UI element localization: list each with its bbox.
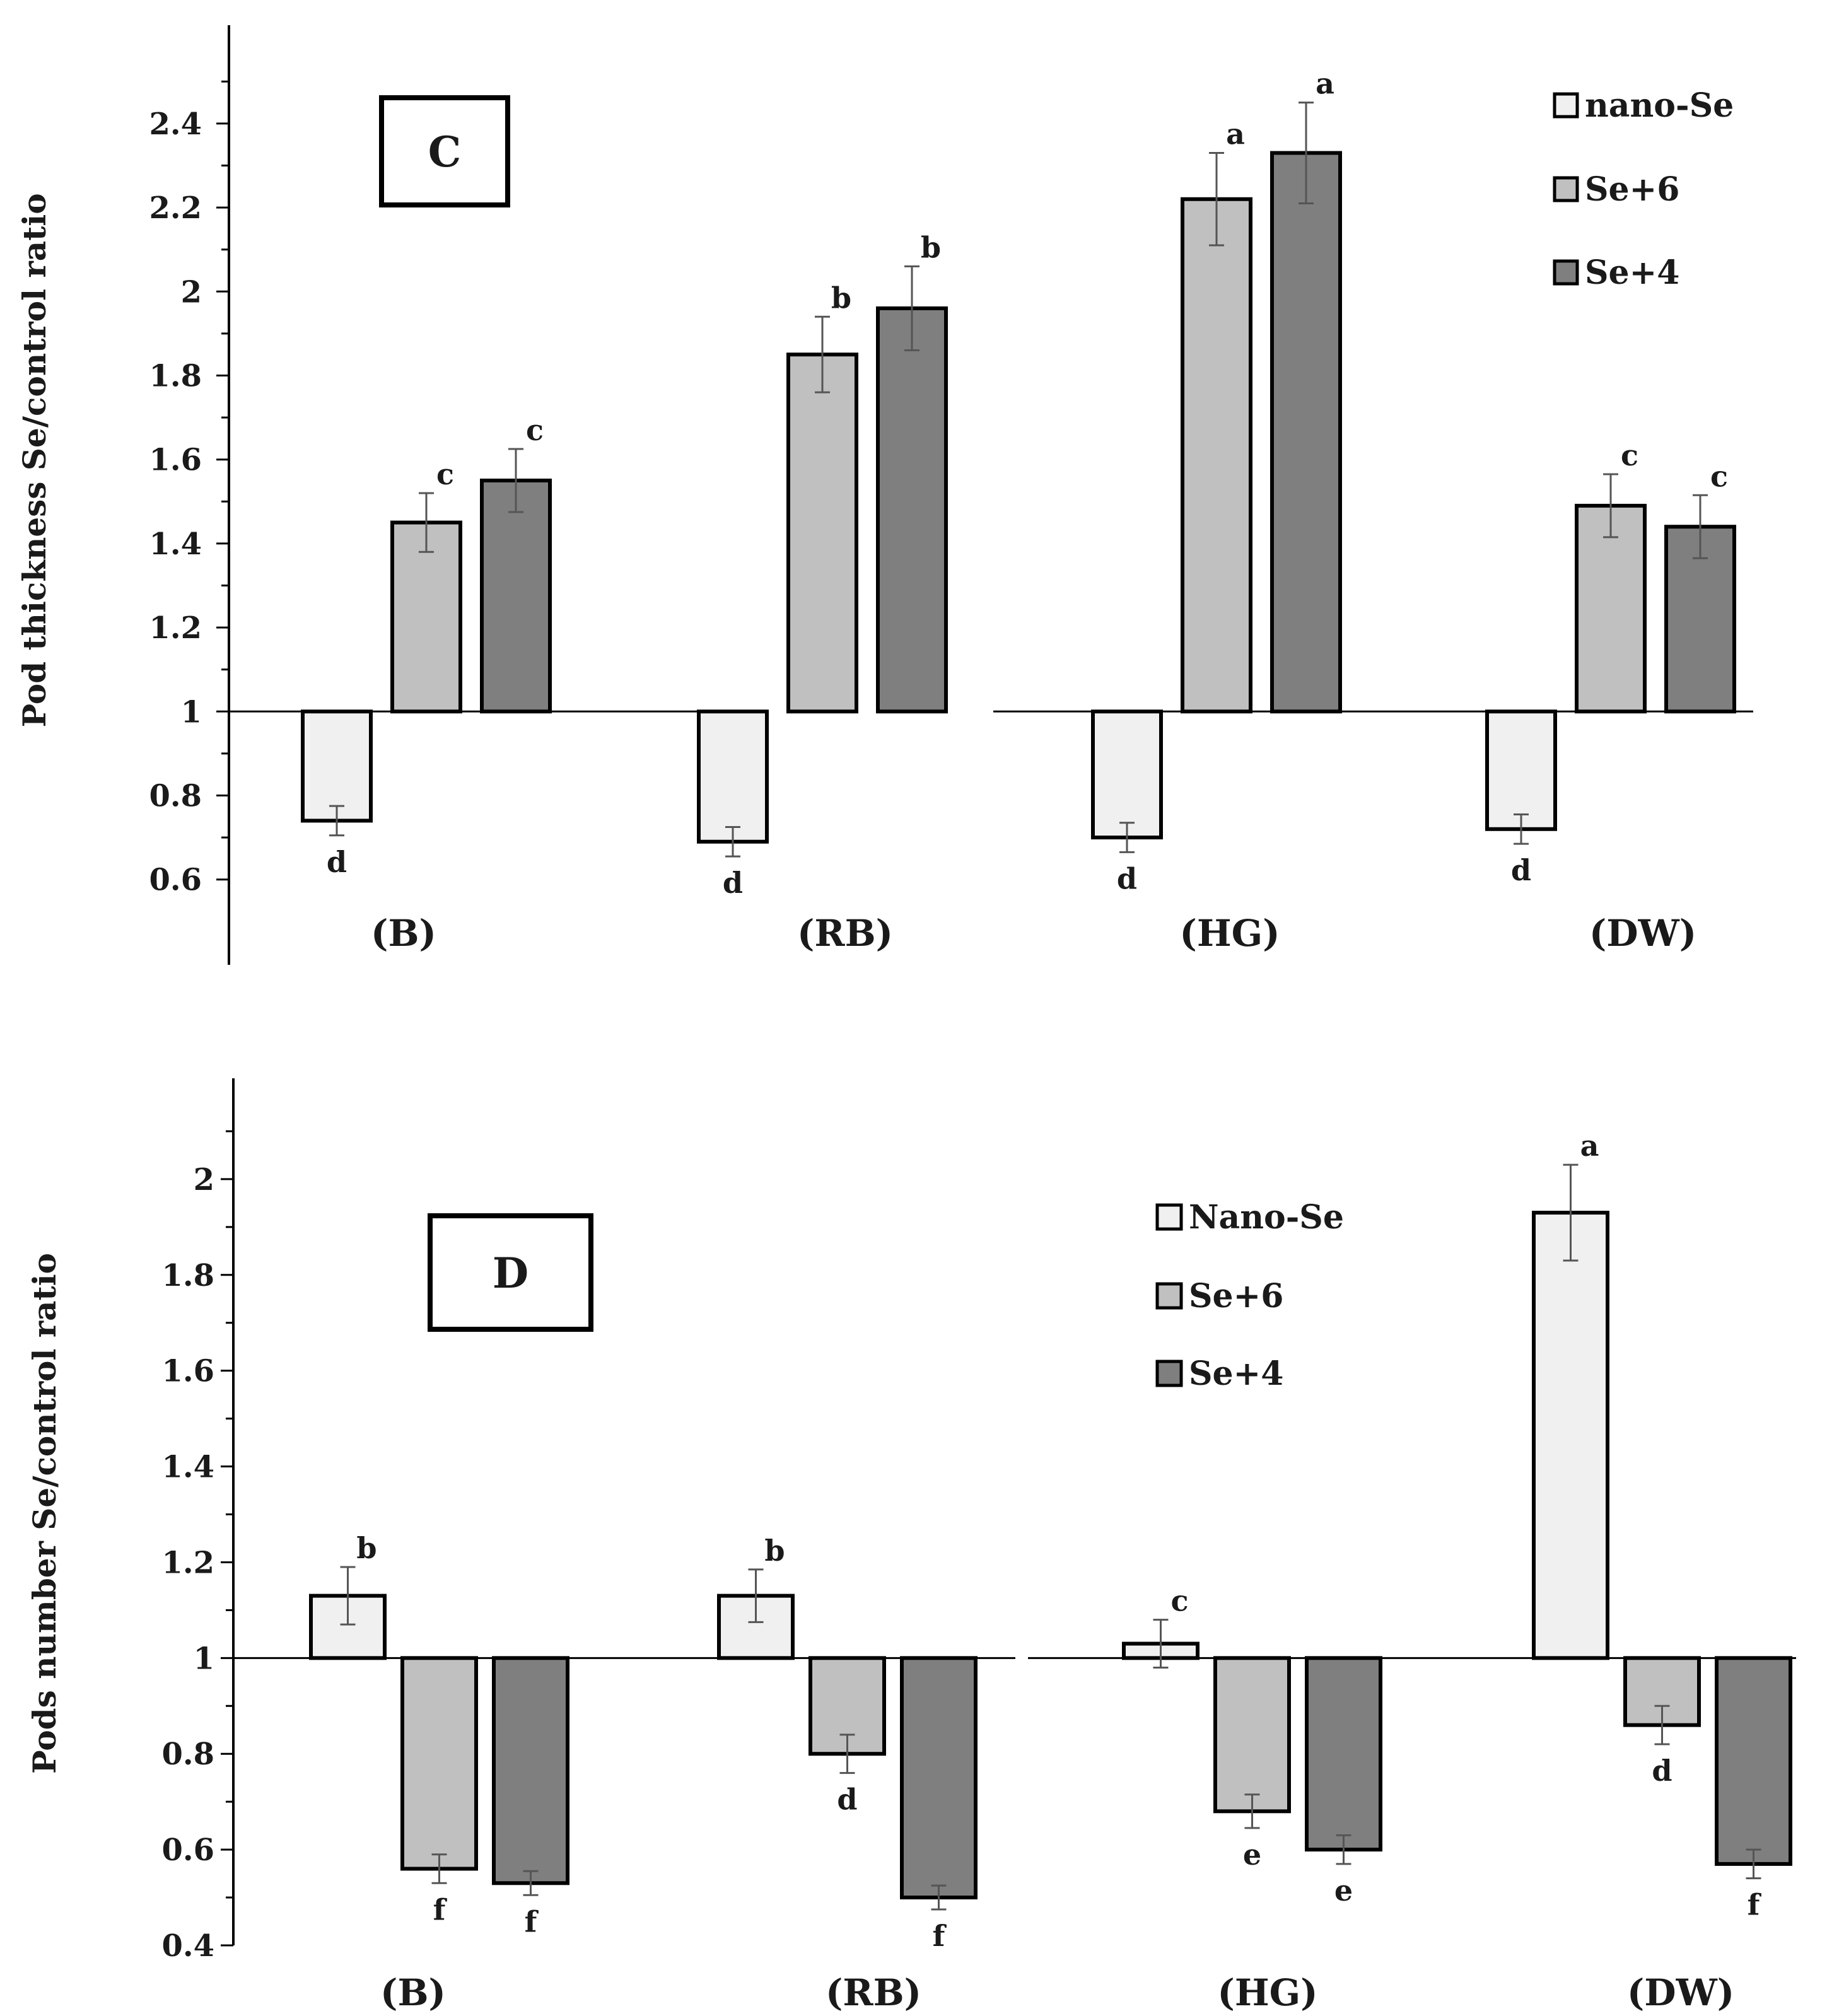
y-tick-label: 1.2 xyxy=(161,1545,214,1580)
significance-letter: d xyxy=(327,845,347,879)
significance-letter: c xyxy=(1621,438,1638,472)
bar-d-se+6-0 xyxy=(400,1656,478,1871)
y-tick-label: 1.8 xyxy=(161,1258,214,1293)
bar-d-se+6-2 xyxy=(1213,1656,1291,1814)
y-tick-label: 0.6 xyxy=(161,1832,214,1868)
significance-letter: b xyxy=(764,1534,785,1568)
bar-d-se+4-3 xyxy=(1715,1656,1792,1866)
y-tick-label: 1.4 xyxy=(149,527,202,562)
panel-label: C xyxy=(428,127,462,177)
bar-c-se+4-1 xyxy=(876,306,948,714)
bar-c-nano-se-0 xyxy=(301,709,373,823)
legend-label: Nano-Se xyxy=(1189,1198,1344,1237)
legend-label: Se+4 xyxy=(1189,1355,1283,1393)
significance-letter: b xyxy=(356,1531,376,1565)
category-label: (B) xyxy=(380,1971,446,2014)
significance-letter: d xyxy=(1117,861,1137,895)
category-label: (DW) xyxy=(1589,912,1696,955)
y-tick-label: 0.6 xyxy=(149,863,202,898)
significance-letter: d xyxy=(837,1783,857,1817)
y-tick-label: 1 xyxy=(194,1641,214,1676)
significance-letter: e xyxy=(1334,1873,1353,1908)
bar-d-se+4-1 xyxy=(900,1656,978,1900)
y-tick-label: 0.8 xyxy=(161,1737,214,1772)
y-tick-label: 1.2 xyxy=(149,610,202,646)
significance-letter: c xyxy=(526,413,544,447)
category-label: (RB) xyxy=(797,912,893,955)
significance-letter: d xyxy=(1652,1754,1672,1788)
significance-letter: a xyxy=(1316,67,1334,101)
significance-letter: f xyxy=(433,1892,448,1926)
significance-letter: c xyxy=(1710,459,1728,493)
panel-label-box xyxy=(428,1213,593,1332)
significance-letter: f xyxy=(1748,1888,1762,1922)
y-tick-label: 0.4 xyxy=(161,1928,214,1964)
significance-letter: e xyxy=(1243,1838,1261,1872)
significance-letter: f xyxy=(933,1919,947,1953)
significance-letter: a xyxy=(1226,117,1245,151)
bar-d-se+4-0 xyxy=(492,1656,569,1885)
legend-swatch xyxy=(1155,1360,1183,1387)
legend-label: Se+4 xyxy=(1585,253,1679,292)
legend-swatch xyxy=(1155,1282,1183,1310)
y-tick-label: 1.6 xyxy=(161,1354,214,1389)
legend-swatch xyxy=(1553,259,1579,286)
significance-letter: c xyxy=(1170,1584,1188,1618)
y-tick-label: 1.8 xyxy=(149,359,202,394)
y-tick-label: 2 xyxy=(181,274,202,310)
legend-label: Se+6 xyxy=(1585,170,1679,209)
legend-swatch xyxy=(1155,1203,1183,1231)
category-label: (DW) xyxy=(1627,1971,1734,2014)
significance-letter: d xyxy=(723,866,743,900)
panel-label: D xyxy=(493,1249,528,1298)
legend-label: Se+6 xyxy=(1189,1277,1283,1315)
bar-c-se+6-1 xyxy=(786,353,858,714)
category-label: (HG) xyxy=(1217,1971,1317,2014)
bar-c-nano-se-3 xyxy=(1485,709,1557,831)
legend-label: nano-Se xyxy=(1585,86,1734,125)
y-tick-label: 2 xyxy=(194,1162,214,1197)
significance-letter: f xyxy=(525,1904,539,1938)
y-tick-label: 0.8 xyxy=(149,779,202,814)
y-axis-title: Pod thickness Se/control ratio xyxy=(16,193,53,727)
category-label: (B) xyxy=(371,912,436,955)
bar-d-se+4-2 xyxy=(1305,1656,1382,1852)
category-label: (RB) xyxy=(826,1971,921,2014)
panel-c: 0.6 0.8 1 1.2 1.4 1.6 1.8 2 2.2 2.4 Pod thickness … xyxy=(16,25,1753,965)
category-label: (HG) xyxy=(1179,912,1280,955)
bar-d-nano-se-3 xyxy=(1532,1211,1609,1660)
bar-c-se+4-2 xyxy=(1270,151,1342,714)
y-tick-label: 1.6 xyxy=(149,443,202,478)
bar-c-se+4-0 xyxy=(480,479,552,714)
significance-letter: b xyxy=(831,281,851,315)
panel-d: 0.4 0.6 0.8 1 1.2 1.4 1.6 1.8 2 Pods number Se/co… xyxy=(26,1078,1796,2014)
bar-c-nano-se-1 xyxy=(697,709,769,844)
y-tick-label: 1.4 xyxy=(161,1450,214,1485)
y-tick-label: 2.4 xyxy=(149,107,202,142)
significance-letter: c xyxy=(436,457,454,491)
significance-letter: a xyxy=(1580,1129,1599,1163)
y-axis-title: Pods number Se/control ratio xyxy=(26,1253,63,1774)
bar-c-nano-se-2 xyxy=(1091,709,1163,840)
significance-letter: d xyxy=(1511,853,1531,887)
bar-c-se+6-2 xyxy=(1181,197,1252,714)
legend-swatch xyxy=(1553,92,1579,119)
significance-letter: b xyxy=(921,230,941,264)
y-tick-label: 2.2 xyxy=(149,190,202,226)
legend-swatch xyxy=(1553,176,1579,202)
panel-label-box xyxy=(379,95,510,207)
y-tick-label: 1 xyxy=(181,694,202,730)
